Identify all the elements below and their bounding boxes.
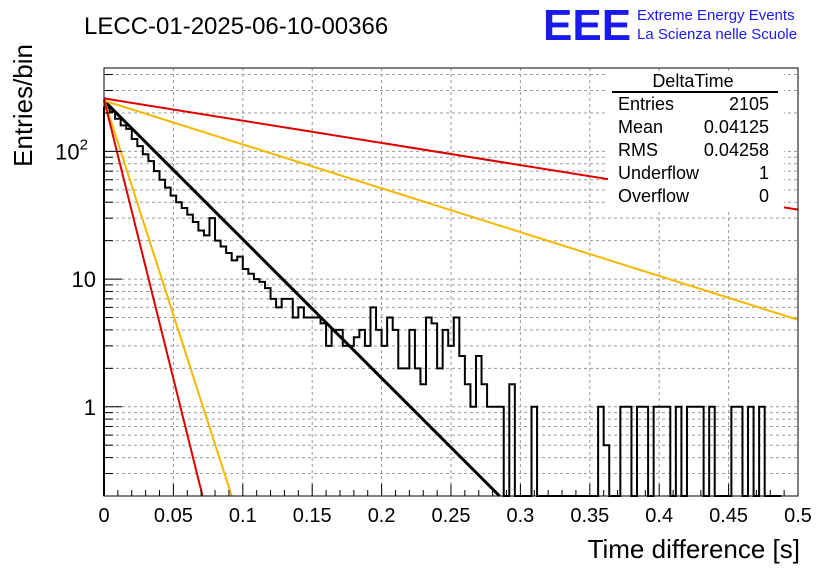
- x-tick-label: 0.25: [432, 505, 471, 527]
- x-tick-label: 0.15: [293, 505, 332, 527]
- fit-line: [103, 99, 233, 497]
- y-tick-label: 102: [55, 136, 88, 164]
- x-tick-label: 0: [98, 505, 109, 527]
- x-tick-label: 0.3: [506, 505, 534, 527]
- x-axis-label: Time difference [s]: [588, 534, 800, 564]
- eee-logo: EEE Extreme Energy Events La Scienza nel…: [543, 1, 797, 50]
- stats-rows: Entries 2105 Mean 0.04125 RMS 0.04258Underflo…: [618, 94, 769, 206]
- axes: 0 0.05 0.1 0.15 0.2 0.25 0.3 0.35 0.4 0.45 0.51101…: [55, 74, 812, 527]
- stats-label: Overflow: [618, 186, 690, 206]
- x-tick-label: 0.5: [784, 505, 812, 527]
- fit-line: [103, 99, 204, 497]
- stats-label: RMS: [618, 140, 658, 160]
- fit-line: [103, 99, 799, 321]
- stats-value: 0.04258: [704, 140, 769, 160]
- y-tick-label: 1: [84, 395, 96, 420]
- stats-value: 0.04125: [704, 117, 769, 137]
- x-tick-label: 0.4: [645, 505, 673, 527]
- stats-label: Entries: [618, 94, 674, 114]
- logo-mark: EEE: [543, 1, 631, 50]
- stats-label: Mean: [618, 117, 663, 137]
- x-tick-label: 0.1: [229, 505, 257, 527]
- x-tick-label: 0.35: [570, 505, 609, 527]
- stats-value: 2105: [729, 94, 769, 114]
- x-tick-label: 0.45: [709, 505, 748, 527]
- logo-line-2: La Scienza nelle Scuole: [637, 26, 797, 43]
- histogram-outline: [103, 106, 782, 497]
- stats-value: 0: [759, 186, 769, 206]
- logo-line-1: Extreme Energy Events: [637, 7, 795, 24]
- histogram: [103, 106, 782, 497]
- stats-box-background: [608, 72, 784, 210]
- stats-value: 1: [759, 163, 769, 183]
- x-tick-label: 0.05: [154, 505, 193, 527]
- stats-label: Underflow: [618, 163, 700, 183]
- y-tick-label: 10: [72, 267, 96, 292]
- x-tick-label: 0.2: [368, 505, 396, 527]
- y-axis-label: Entries/bin: [8, 44, 38, 167]
- chart-title: LECC-01-2025-06-10-00366: [84, 13, 388, 40]
- stats-box: DeltaTime Entries 2105 Mean 0.04125 RMS 0.042…: [608, 71, 784, 210]
- stats-title: DeltaTime: [652, 71, 733, 91]
- fit-line: [102, 99, 501, 498]
